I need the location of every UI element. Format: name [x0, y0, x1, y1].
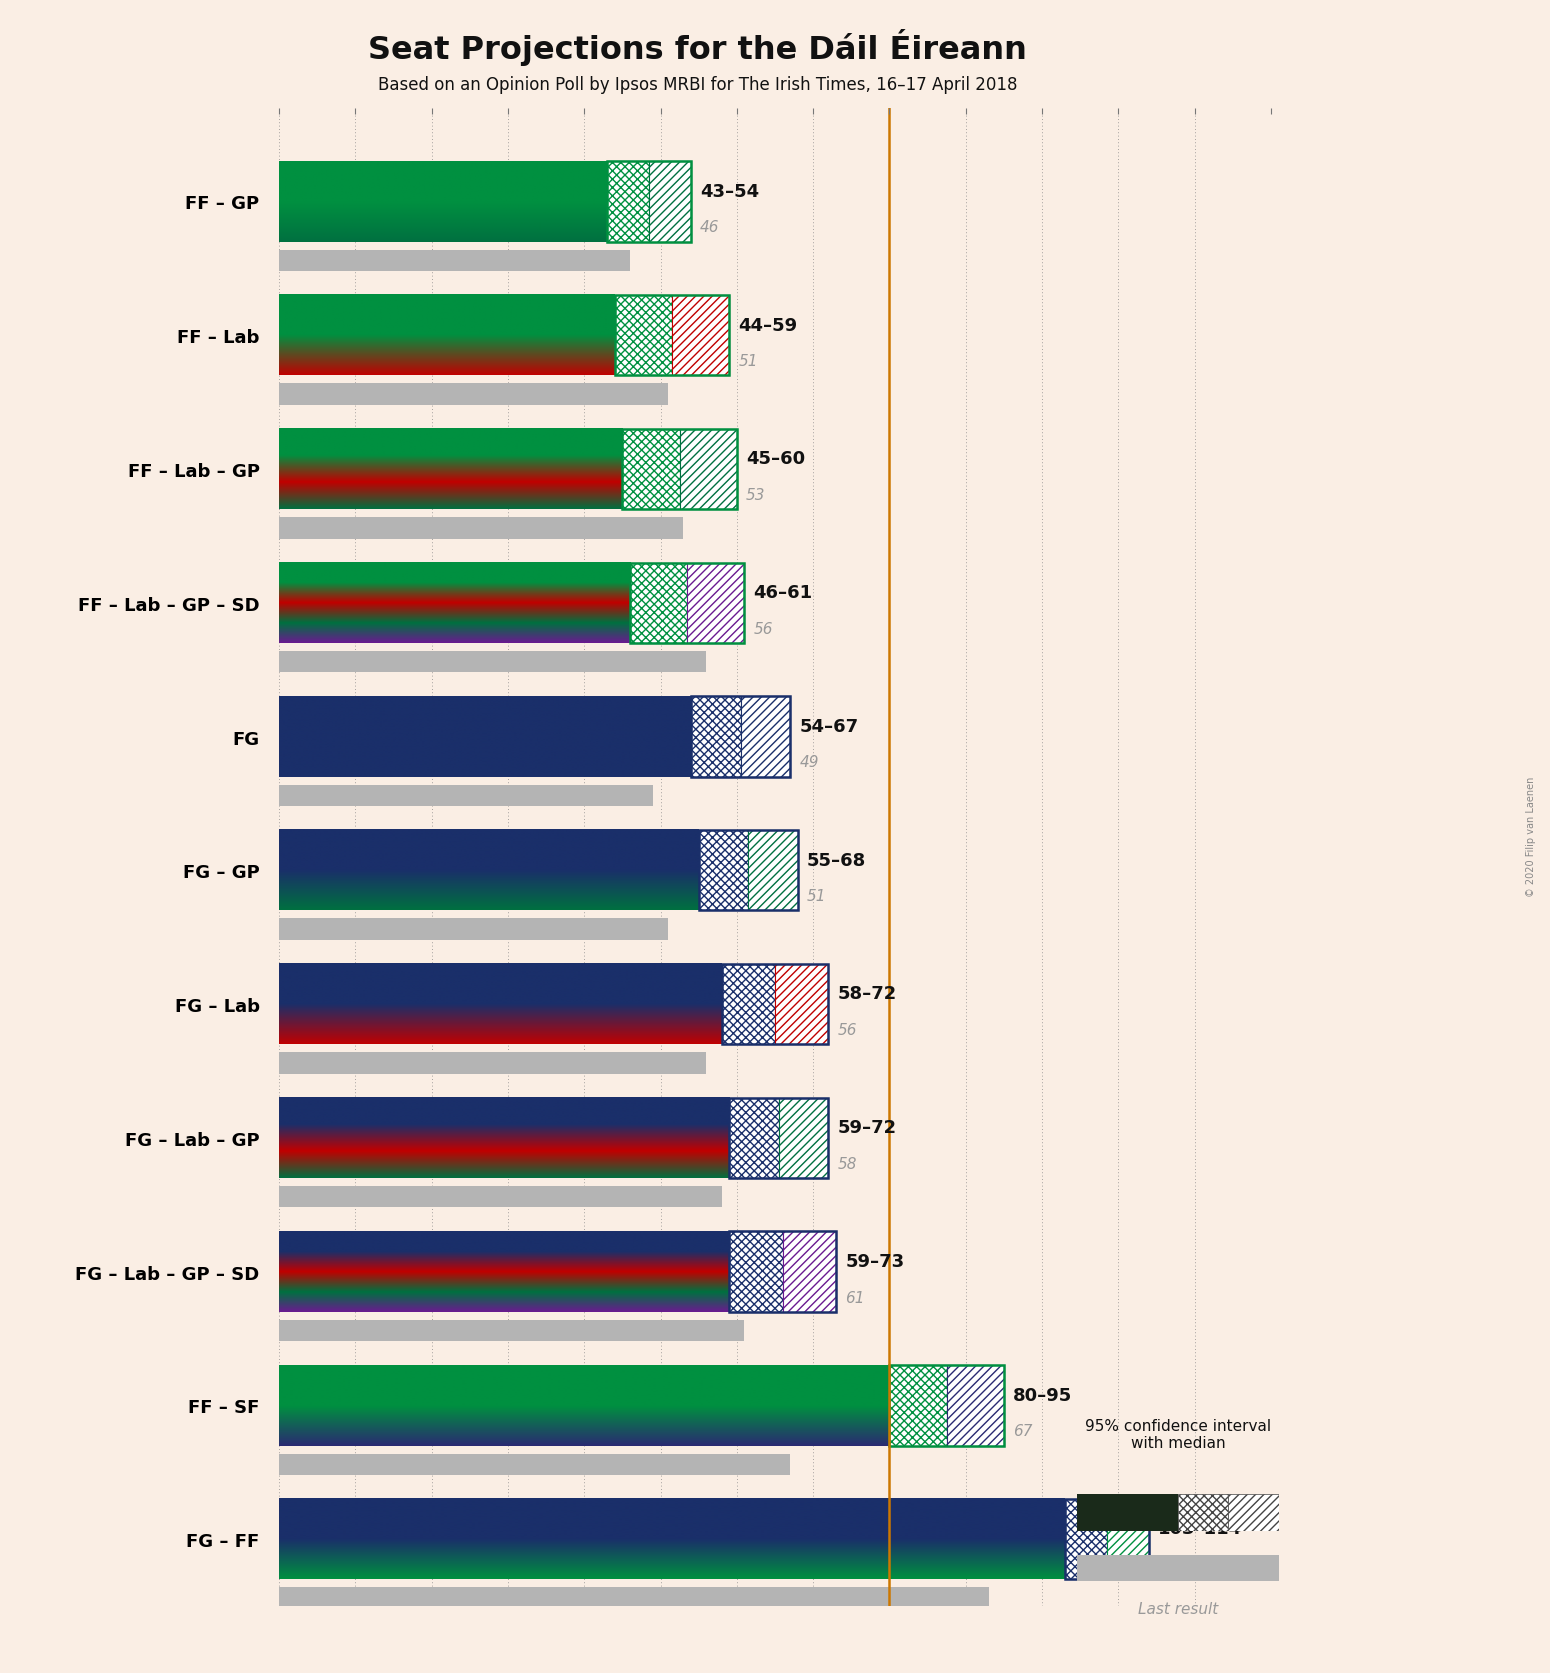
Bar	[775, 964, 828, 1044]
Text: 67: 67	[1014, 1424, 1032, 1439]
Bar	[691, 698, 741, 778]
Bar	[279, 918, 668, 940]
Bar	[279, 785, 653, 806]
Text: 61: 61	[845, 1290, 865, 1305]
Text: 45–60: 45–60	[746, 450, 804, 468]
Text: Last result: Last result	[1138, 1601, 1218, 1616]
Text: 58–72: 58–72	[837, 985, 897, 1002]
Text: 46–61: 46–61	[753, 584, 812, 602]
Bar	[608, 162, 649, 243]
Text: 49: 49	[800, 755, 818, 770]
Bar	[699, 831, 798, 910]
Text: 54–67: 54–67	[800, 718, 859, 736]
Text: 93: 93	[1158, 1558, 1178, 1573]
Bar	[1107, 1499, 1149, 1579]
Bar	[691, 698, 791, 778]
Bar	[890, 1365, 947, 1445]
Bar	[1228, 1494, 1279, 1531]
Text: 56: 56	[753, 621, 773, 636]
Bar	[699, 831, 749, 910]
Bar	[728, 1097, 828, 1178]
Bar	[279, 385, 668, 405]
Bar	[279, 251, 629, 271]
Bar	[741, 698, 790, 778]
Bar	[749, 831, 798, 910]
Bar	[1178, 1494, 1228, 1531]
Bar	[608, 162, 691, 243]
Bar	[673, 296, 728, 376]
Bar	[687, 564, 744, 644]
Text: 43–54: 43–54	[701, 182, 760, 201]
Bar	[778, 1097, 828, 1178]
Bar	[279, 651, 707, 673]
Bar	[728, 1231, 835, 1312]
Text: 80–95: 80–95	[1014, 1385, 1073, 1404]
Bar	[1077, 1494, 1178, 1531]
Text: 56: 56	[837, 1022, 857, 1037]
Bar	[722, 964, 828, 1044]
Bar	[623, 430, 736, 510]
Text: 58: 58	[837, 1156, 857, 1171]
Bar	[1065, 1499, 1149, 1579]
Text: 59–72: 59–72	[837, 1119, 897, 1136]
Bar	[279, 1588, 989, 1609]
Bar	[629, 564, 744, 644]
Bar	[279, 1454, 790, 1476]
Text: 55–68: 55–68	[808, 852, 866, 868]
Text: Seat Projections for the Dáil Éireann: Seat Projections for the Dáil Éireann	[367, 28, 1028, 65]
Text: © 2020 Filip van Laenen: © 2020 Filip van Laenen	[1527, 776, 1536, 897]
Bar	[728, 1231, 783, 1312]
Text: 51: 51	[738, 355, 758, 370]
Text: 95% confidence interval
with median: 95% confidence interval with median	[1085, 1419, 1271, 1450]
Bar	[615, 296, 728, 376]
Bar	[629, 564, 687, 644]
Bar	[728, 1097, 778, 1178]
Text: 103–114: 103–114	[1158, 1519, 1242, 1537]
Bar	[649, 162, 691, 243]
Text: 51: 51	[808, 888, 826, 903]
Bar	[679, 430, 736, 510]
Bar	[890, 1365, 1004, 1445]
Bar	[1065, 1499, 1107, 1579]
Bar	[615, 296, 673, 376]
Bar	[623, 430, 679, 510]
Bar	[279, 1320, 744, 1342]
Text: 44–59: 44–59	[738, 316, 798, 335]
Bar	[783, 1231, 835, 1312]
Bar	[279, 1186, 722, 1208]
Bar	[279, 519, 684, 539]
Bar	[279, 1052, 707, 1074]
Text: 46: 46	[701, 221, 719, 236]
Text: 53: 53	[746, 487, 766, 502]
Text: 59–73: 59–73	[845, 1251, 904, 1270]
Text: Based on an Opinion Poll by Ipsos MRBI for The Irish Times, 16–17 April 2018: Based on an Opinion Poll by Ipsos MRBI f…	[378, 77, 1017, 94]
Bar	[947, 1365, 1004, 1445]
Bar	[722, 964, 775, 1044]
